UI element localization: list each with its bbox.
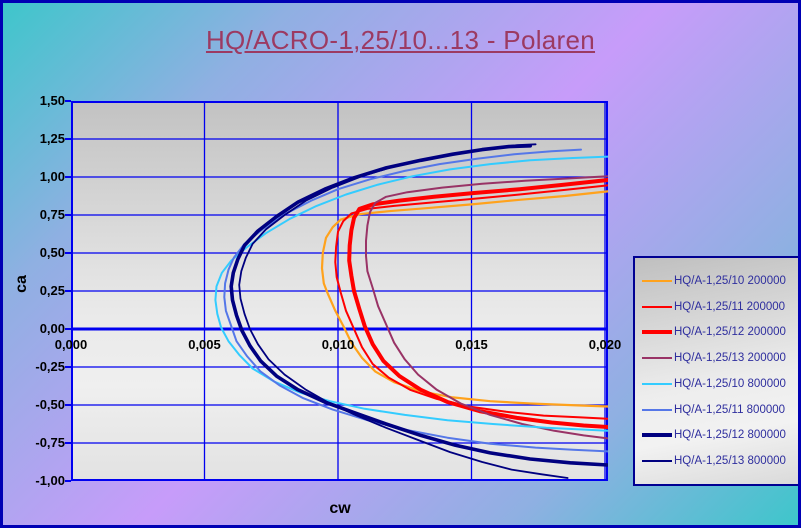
y-tick-mark: [65, 252, 71, 254]
legend-label: HQ/A-1,25/10 800000: [674, 377, 786, 390]
y-tick-label: 0,50: [39, 245, 65, 260]
y-tick-mark: [65, 442, 71, 444]
series-line-0: [320, 190, 608, 408]
y-tick-mark: [65, 176, 71, 178]
y-tick-mark: [65, 214, 71, 216]
y-tick-label: 0,25: [39, 283, 65, 298]
y-tick-mark: [65, 328, 71, 330]
x-tick-label: 0,005: [188, 337, 221, 352]
y-tick-label: -0,50: [35, 397, 65, 412]
y-tick-label: -0,25: [35, 359, 65, 374]
legend-line-sample: [642, 305, 672, 308]
series-line-4: [214, 155, 608, 432]
legend-item: HQ/A-1,25/12 800000: [642, 429, 797, 441]
x-tick-label: 0,000: [54, 337, 88, 352]
legend-item: HQ/A-1,25/11 200000: [642, 301, 797, 313]
legend-label: HQ/A-1,25/13 200000: [674, 352, 786, 365]
legend-line-sample: [642, 382, 672, 385]
legend-item: HQ/A-1,25/11 800000: [642, 404, 797, 416]
legend-label: HQ/A-1,25/12 800000: [674, 429, 786, 442]
legend-item: HQ/A-1,25/13 200000: [642, 352, 797, 364]
legend-label: HQ/A-1,25/13 800000: [674, 455, 786, 468]
y-tick-mark: [65, 290, 71, 292]
y-tick-label: 1,50: [39, 93, 65, 108]
y-tick-label: 1,00: [39, 169, 65, 184]
y-tick-mark: [65, 480, 71, 482]
plot-border: [71, 101, 608, 481]
y-tick-mark: [65, 404, 71, 406]
legend-label: HQ/A-1,25/10 200000: [674, 274, 786, 287]
polar-chart-svg: [71, 101, 608, 481]
series-line-5: [223, 148, 608, 453]
x-tick-label: 0,010: [321, 337, 355, 352]
y-tick-label: 0,75: [39, 207, 65, 222]
x-tick-label: 0,015: [455, 337, 488, 352]
x-tick-label: 0,020: [588, 337, 622, 352]
legend-item: HQ/A-1,25/12 200000: [642, 326, 797, 338]
y-tick-mark: [65, 100, 71, 102]
series-line-3: [365, 175, 608, 440]
legend-item: HQ/A-1,25/13 800000: [642, 455, 797, 467]
legend-line-sample: [642, 357, 672, 360]
y-tick-mark: [65, 138, 71, 140]
legend-line-sample: [642, 330, 672, 335]
series-line-7: [238, 143, 569, 479]
x-axis-title: cw: [329, 500, 351, 517]
legend-item: HQ/A-1,25/10 800000: [642, 378, 797, 390]
series-line-2: [347, 178, 608, 429]
legend-label: HQ/A-1,25/11 200000: [674, 300, 786, 313]
y-tick-label: 0,00: [39, 321, 65, 336]
y-tick-label: -0,75: [35, 435, 65, 450]
legend-line-sample: [642, 433, 672, 438]
legend-label: HQ/A-1,25/12 200000: [674, 326, 786, 339]
y-tick-label: 1,25: [39, 131, 65, 146]
legend: HQ/A-1,25/10 200000 HQ/A-1,25/11 200000 HQ…: [633, 256, 798, 486]
legend-item: HQ/A-1,25/10 200000: [642, 275, 797, 287]
legend-line-sample: [642, 460, 672, 463]
legend-label: HQ/A-1,25/11 800000: [674, 403, 786, 416]
chart-title: HQ/ACRO-1,25/10...13 - Polaren: [205, 25, 596, 55]
legend-line-sample: [642, 279, 672, 282]
legend-line-sample: [642, 408, 672, 411]
y-tick-mark: [65, 366, 71, 368]
y-axis-title: ca: [12, 275, 30, 293]
y-tick-label: -1,00: [35, 473, 65, 488]
plot-area: [71, 101, 608, 481]
series-line-6: [229, 144, 608, 467]
